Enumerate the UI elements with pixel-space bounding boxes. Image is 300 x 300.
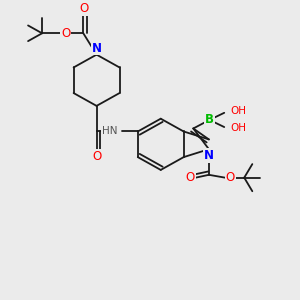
- Text: O: O: [61, 27, 70, 40]
- Text: OH: OH: [231, 124, 247, 134]
- Text: HN: HN: [102, 127, 117, 136]
- Text: O: O: [186, 171, 195, 184]
- Text: OH: OH: [231, 106, 247, 116]
- Text: N: N: [204, 149, 214, 162]
- Text: O: O: [226, 171, 235, 184]
- Text: B: B: [205, 113, 214, 126]
- Text: O: O: [92, 150, 101, 163]
- Text: N: N: [92, 42, 102, 55]
- Text: O: O: [79, 2, 88, 15]
